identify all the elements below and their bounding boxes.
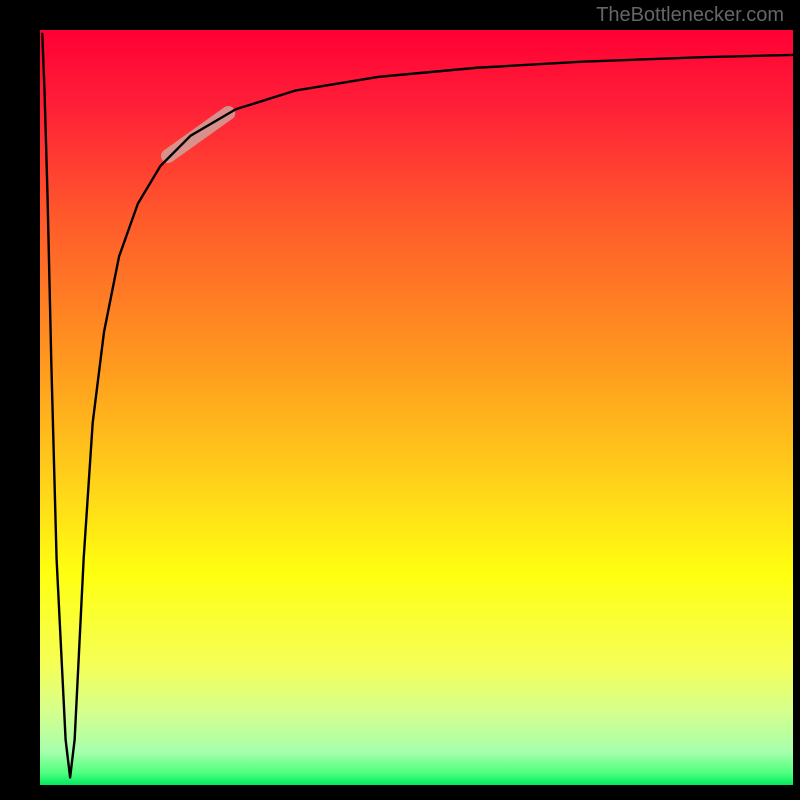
- chart-svg: [0, 0, 800, 800]
- attribution-text: TheBottlenecker.com: [596, 4, 784, 27]
- bottleneck-curve-chart: TheBottlenecker.com: [0, 0, 800, 800]
- plot-background: [40, 30, 793, 785]
